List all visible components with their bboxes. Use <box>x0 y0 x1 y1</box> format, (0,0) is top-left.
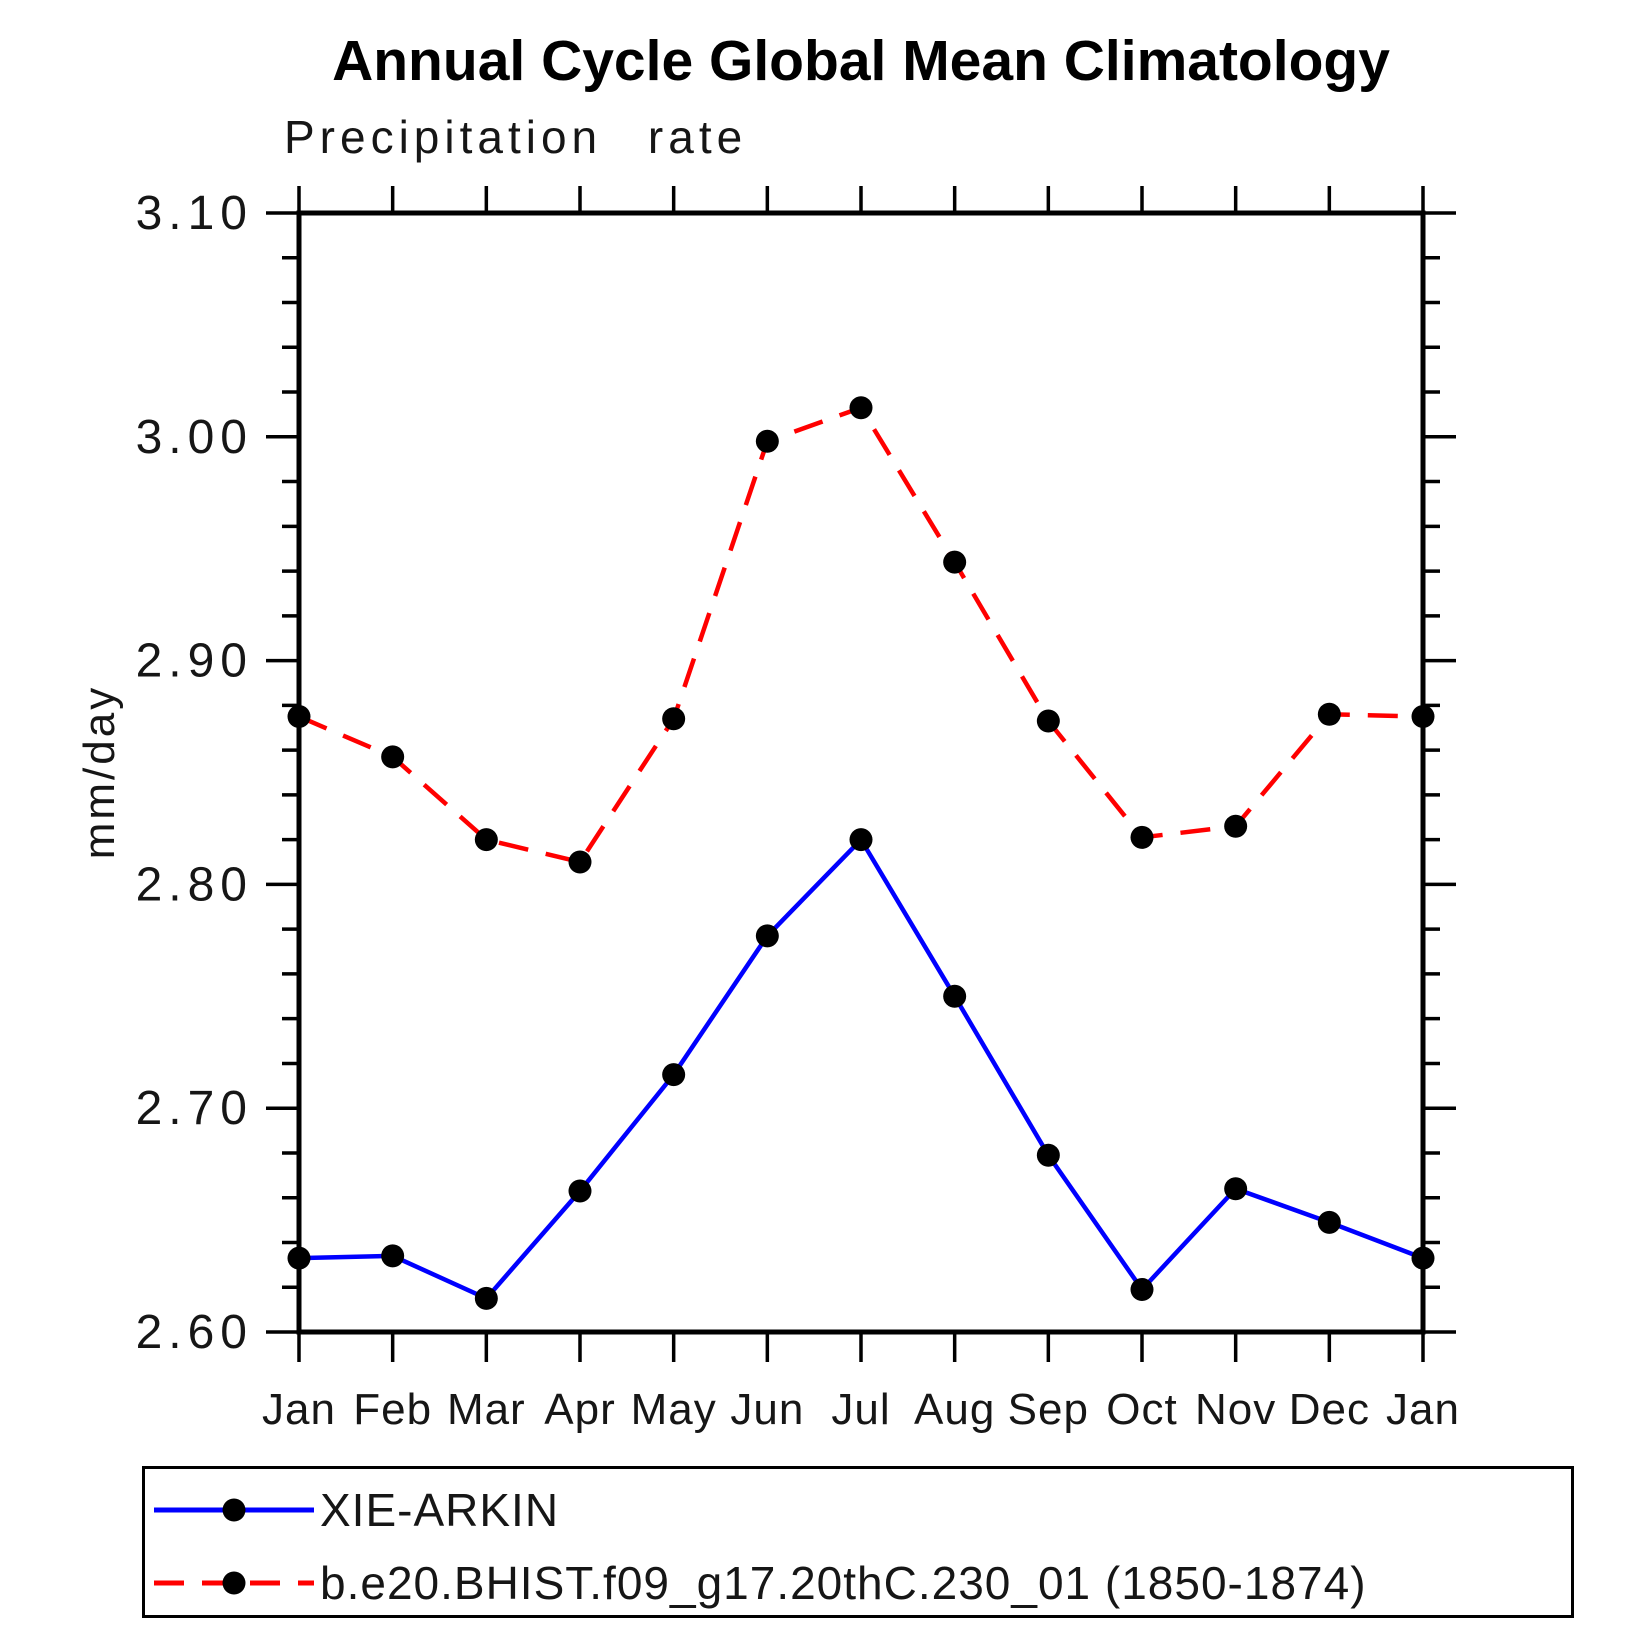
series-line-0 <box>298 835 1424 1302</box>
data-point <box>474 1286 498 1310</box>
x-tick-label: Nov <box>1195 1385 1276 1434</box>
y-axis-ticks <box>266 211 1456 1334</box>
series-markers-0 <box>287 828 1435 1310</box>
data-point <box>568 1179 592 1203</box>
data-point <box>1317 702 1341 726</box>
data-point <box>1130 825 1154 849</box>
series-line-1 <box>298 404 1424 865</box>
legend-line-sample-dashed <box>154 1571 314 1595</box>
x-tick-label: Sep <box>1008 1385 1089 1434</box>
x-axis-tick-labels: Jan Feb Mar Apr May Jun Jul Aug Sep Oct Nov Dec Jan <box>262 1385 1460 1434</box>
x-tick-label: Jul <box>831 1385 890 1434</box>
legend-marker-dot <box>222 1498 246 1522</box>
data-point <box>381 745 405 769</box>
x-tick-label: Feb <box>353 1385 432 1434</box>
data-point <box>474 828 498 852</box>
data-point <box>568 850 592 874</box>
y-tick-label: 2.60 <box>136 1306 253 1359</box>
legend-label-model-run: b.e20.BHIST.f09_g17.20thC.230_01 (1850-1… <box>320 1557 1367 1609</box>
data-point <box>1130 1277 1154 1301</box>
data-point <box>662 1063 686 1087</box>
plot-frame <box>296 210 1426 1335</box>
data-point <box>755 924 779 948</box>
x-tick-label: Mar <box>447 1385 526 1434</box>
y-tick-label: 2.80 <box>136 858 253 911</box>
y-tick-label: 3.00 <box>136 411 253 464</box>
x-axis-ticks <box>297 186 1425 1362</box>
legend-marker-dot <box>222 1571 246 1595</box>
data-point <box>1036 709 1060 733</box>
data-point <box>849 396 873 420</box>
legend-item-xie-arkin: XIE-ARKIN <box>150 1484 560 1536</box>
x-tick-label: Jun <box>730 1385 804 1434</box>
data-point <box>1411 705 1435 729</box>
data-point <box>287 1246 311 1270</box>
x-tick-label: Jan <box>262 1385 336 1434</box>
data-point <box>381 1244 405 1268</box>
data-point <box>849 828 873 852</box>
data-point <box>662 707 686 731</box>
legend-label-xie-arkin: XIE-ARKIN <box>320 1484 560 1536</box>
chart-subtitle: Precipitation rate <box>284 111 748 163</box>
x-tick-label: Aug <box>914 1385 995 1434</box>
data-point <box>943 550 967 574</box>
data-point <box>755 429 779 453</box>
x-tick-label: Jan <box>1386 1385 1460 1434</box>
x-tick-label: Apr <box>544 1385 615 1434</box>
data-point <box>1317 1210 1341 1234</box>
data-point <box>1224 1177 1248 1201</box>
data-point <box>1224 814 1248 838</box>
y-axis-tick-labels: 2.60 2.70 2.80 2.90 3.00 3.10 <box>136 187 253 1359</box>
legend-item-model-run: b.e20.BHIST.f09_g17.20thC.230_01 (1850-1… <box>150 1557 1367 1609</box>
chart-title: Annual Cycle Global Mean Climatology <box>332 29 1390 93</box>
x-tick-label: Dec <box>1289 1385 1370 1434</box>
x-tick-label: May <box>631 1385 717 1434</box>
data-point <box>287 705 311 729</box>
legend-line-sample-solid <box>154 1498 314 1522</box>
series-markers-1 <box>287 396 1435 874</box>
data-point <box>1411 1246 1435 1270</box>
x-tick-label: Oct <box>1106 1385 1177 1434</box>
y-tick-label: 2.70 <box>136 1082 253 1135</box>
legend-box: XIE-ARKIN b.e20.BHIST.f09_g17.20thC.230_… <box>142 1466 1574 1618</box>
y-tick-label: 2.90 <box>136 635 253 688</box>
y-tick-label: 3.10 <box>136 187 253 240</box>
data-point <box>943 984 967 1008</box>
data-point <box>1036 1143 1060 1167</box>
